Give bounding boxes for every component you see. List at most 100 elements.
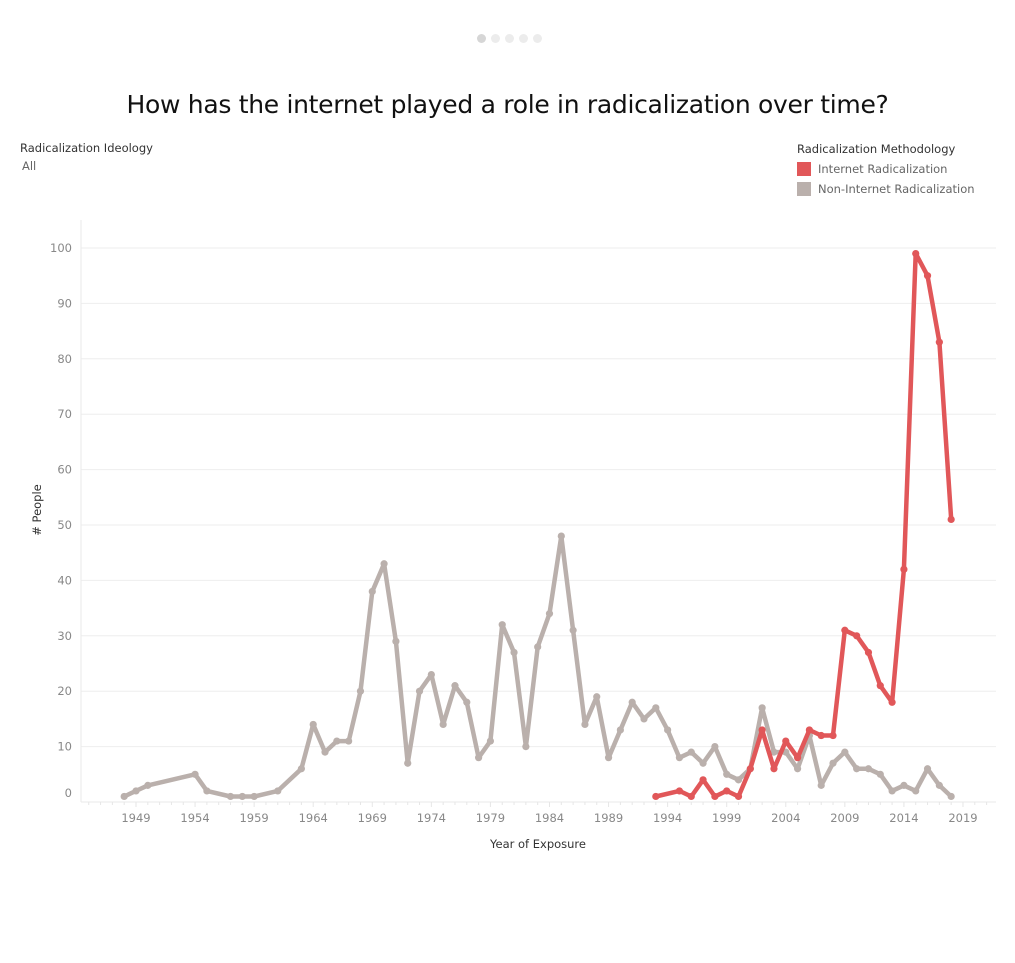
data-point-internet-radicalization[interactable] [876,682,884,690]
data-point-non-internet-radicalization[interactable] [545,610,554,618]
data-point-non-internet-radicalization[interactable] [628,698,636,706]
data-point-internet-radicalization[interactable] [782,737,790,745]
data-point-non-internet-radicalization[interactable] [652,704,660,712]
data-point-non-internet-radicalization[interactable] [770,748,778,756]
data-point-internet-radicalization[interactable] [912,249,920,258]
data-point-non-internet-radicalization[interactable] [226,792,235,801]
data-point-non-internet-radicalization[interactable] [758,704,766,712]
data-point-internet-radicalization[interactable] [829,731,837,740]
data-point-non-internet-radicalization[interactable] [935,781,943,789]
data-point-non-internet-radicalization[interactable] [368,587,376,596]
data-point-internet-radicalization[interactable] [723,787,731,795]
data-point-non-internet-radicalization[interactable] [250,792,258,801]
data-point-non-internet-radicalization[interactable] [888,787,896,795]
data-point-non-internet-radicalization[interactable] [947,792,955,801]
x-tick-label: 1989 [594,811,623,825]
data-point-non-internet-radicalization[interactable] [876,770,884,778]
data-point-non-internet-radicalization[interactable] [853,765,861,773]
data-point-non-internet-radicalization[interactable] [923,765,932,773]
data-point-non-internet-radicalization[interactable] [817,781,825,789]
x-axis-title: Year of Exposure [489,837,586,851]
data-point-non-internet-radicalization[interactable] [912,787,920,795]
data-point-internet-radicalization[interactable] [805,726,813,734]
data-point-non-internet-radicalization[interactable] [309,720,317,729]
ideology-filter[interactable]: Radicalization Ideology All [20,141,153,173]
data-point-non-internet-radicalization[interactable] [581,720,589,729]
data-point-non-internet-radicalization[interactable] [498,621,506,629]
data-point-internet-radicalization[interactable] [652,792,660,801]
data-point-non-internet-radicalization[interactable] [734,776,743,784]
data-point-non-internet-radicalization[interactable] [274,787,282,795]
data-point-internet-radicalization[interactable] [699,776,707,784]
data-point-internet-radicalization[interactable] [746,765,754,773]
data-point-non-internet-radicalization[interactable] [640,715,648,723]
data-point-internet-radicalization[interactable] [675,787,684,795]
data-point-internet-radicalization[interactable] [793,754,802,762]
page-dot-3[interactable] [505,34,514,43]
data-point-non-internet-radicalization[interactable] [203,787,211,795]
data-point-internet-radicalization[interactable] [923,272,932,280]
data-point-non-internet-radicalization[interactable] [120,792,128,801]
data-point-internet-radicalization[interactable] [711,792,719,801]
data-point-non-internet-radicalization[interactable] [569,626,577,634]
data-point-non-internet-radicalization[interactable] [427,670,435,679]
data-point-internet-radicalization[interactable] [817,731,825,740]
data-point-non-internet-radicalization[interactable] [132,787,140,795]
data-point-internet-radicalization[interactable] [758,726,766,734]
data-point-non-internet-radicalization[interactable] [793,765,802,773]
x-tick-label: 1984 [535,811,564,825]
data-point-non-internet-radicalization[interactable] [486,737,495,745]
data-point-non-internet-radicalization[interactable] [345,737,353,745]
data-point-internet-radicalization[interactable] [734,792,743,801]
data-point-non-internet-radicalization[interactable] [723,770,731,778]
data-point-non-internet-radicalization[interactable] [392,637,400,645]
data-point-non-internet-radicalization[interactable] [593,693,601,701]
page-dot-1[interactable] [477,34,486,43]
page-dot-5[interactable] [533,34,542,43]
data-point-non-internet-radicalization[interactable] [699,759,707,767]
page-dot-4[interactable] [519,34,528,43]
data-point-non-internet-radicalization[interactable] [510,648,518,657]
data-point-non-internet-radicalization[interactable] [557,532,565,540]
data-point-non-internet-radicalization[interactable] [900,781,908,789]
ideology-filter-value[interactable]: All [22,159,37,173]
data-point-internet-radicalization[interactable] [947,515,955,524]
data-point-internet-radicalization[interactable] [900,565,908,573]
data-point-non-internet-radicalization[interactable] [144,781,152,789]
data-point-internet-radicalization[interactable] [864,648,873,657]
data-point-non-internet-radicalization[interactable] [439,720,447,729]
data-point-internet-radicalization[interactable] [935,338,943,346]
data-point-non-internet-radicalization[interactable] [687,748,695,756]
data-point-non-internet-radicalization[interactable] [675,754,684,762]
data-point-non-internet-radicalization[interactable] [415,687,424,695]
data-point-non-internet-radicalization[interactable] [475,754,483,762]
data-point-non-internet-radicalization[interactable] [664,726,672,734]
data-point-internet-radicalization[interactable] [687,792,695,801]
page-dot-2[interactable] [491,34,500,43]
data-point-non-internet-radicalization[interactable] [356,687,365,695]
data-point-non-internet-radicalization[interactable] [238,792,246,801]
data-point-non-internet-radicalization[interactable] [522,743,530,751]
legend-item-internet[interactable]: Internet Radicalization [797,159,975,179]
data-point-non-internet-radicalization[interactable] [297,765,305,773]
data-point-non-internet-radicalization[interactable] [191,770,199,778]
data-point-internet-radicalization[interactable] [841,626,849,634]
data-point-non-internet-radicalization[interactable] [534,643,542,651]
data-point-non-internet-radicalization[interactable] [404,759,412,767]
data-point-non-internet-radicalization[interactable] [864,765,873,773]
data-point-non-internet-radicalization[interactable] [333,737,341,745]
data-point-non-internet-radicalization[interactable] [321,748,329,756]
data-point-non-internet-radicalization[interactable] [616,726,624,734]
data-point-non-internet-radicalization[interactable] [380,560,388,568]
data-point-non-internet-radicalization[interactable] [711,743,719,751]
data-point-internet-radicalization[interactable] [888,698,896,706]
data-point-non-internet-radicalization[interactable] [463,698,471,706]
data-point-non-internet-radicalization[interactable] [604,754,613,762]
data-point-non-internet-radicalization[interactable] [829,759,837,767]
data-point-internet-radicalization[interactable] [770,765,778,773]
legend-label-internet: Internet Radicalization [818,162,948,176]
legend-item-non-internet[interactable]: Non-Internet Radicalization [797,179,975,199]
data-point-internet-radicalization[interactable] [853,632,861,640]
data-point-non-internet-radicalization[interactable] [451,682,459,690]
data-point-non-internet-radicalization[interactable] [841,748,849,756]
